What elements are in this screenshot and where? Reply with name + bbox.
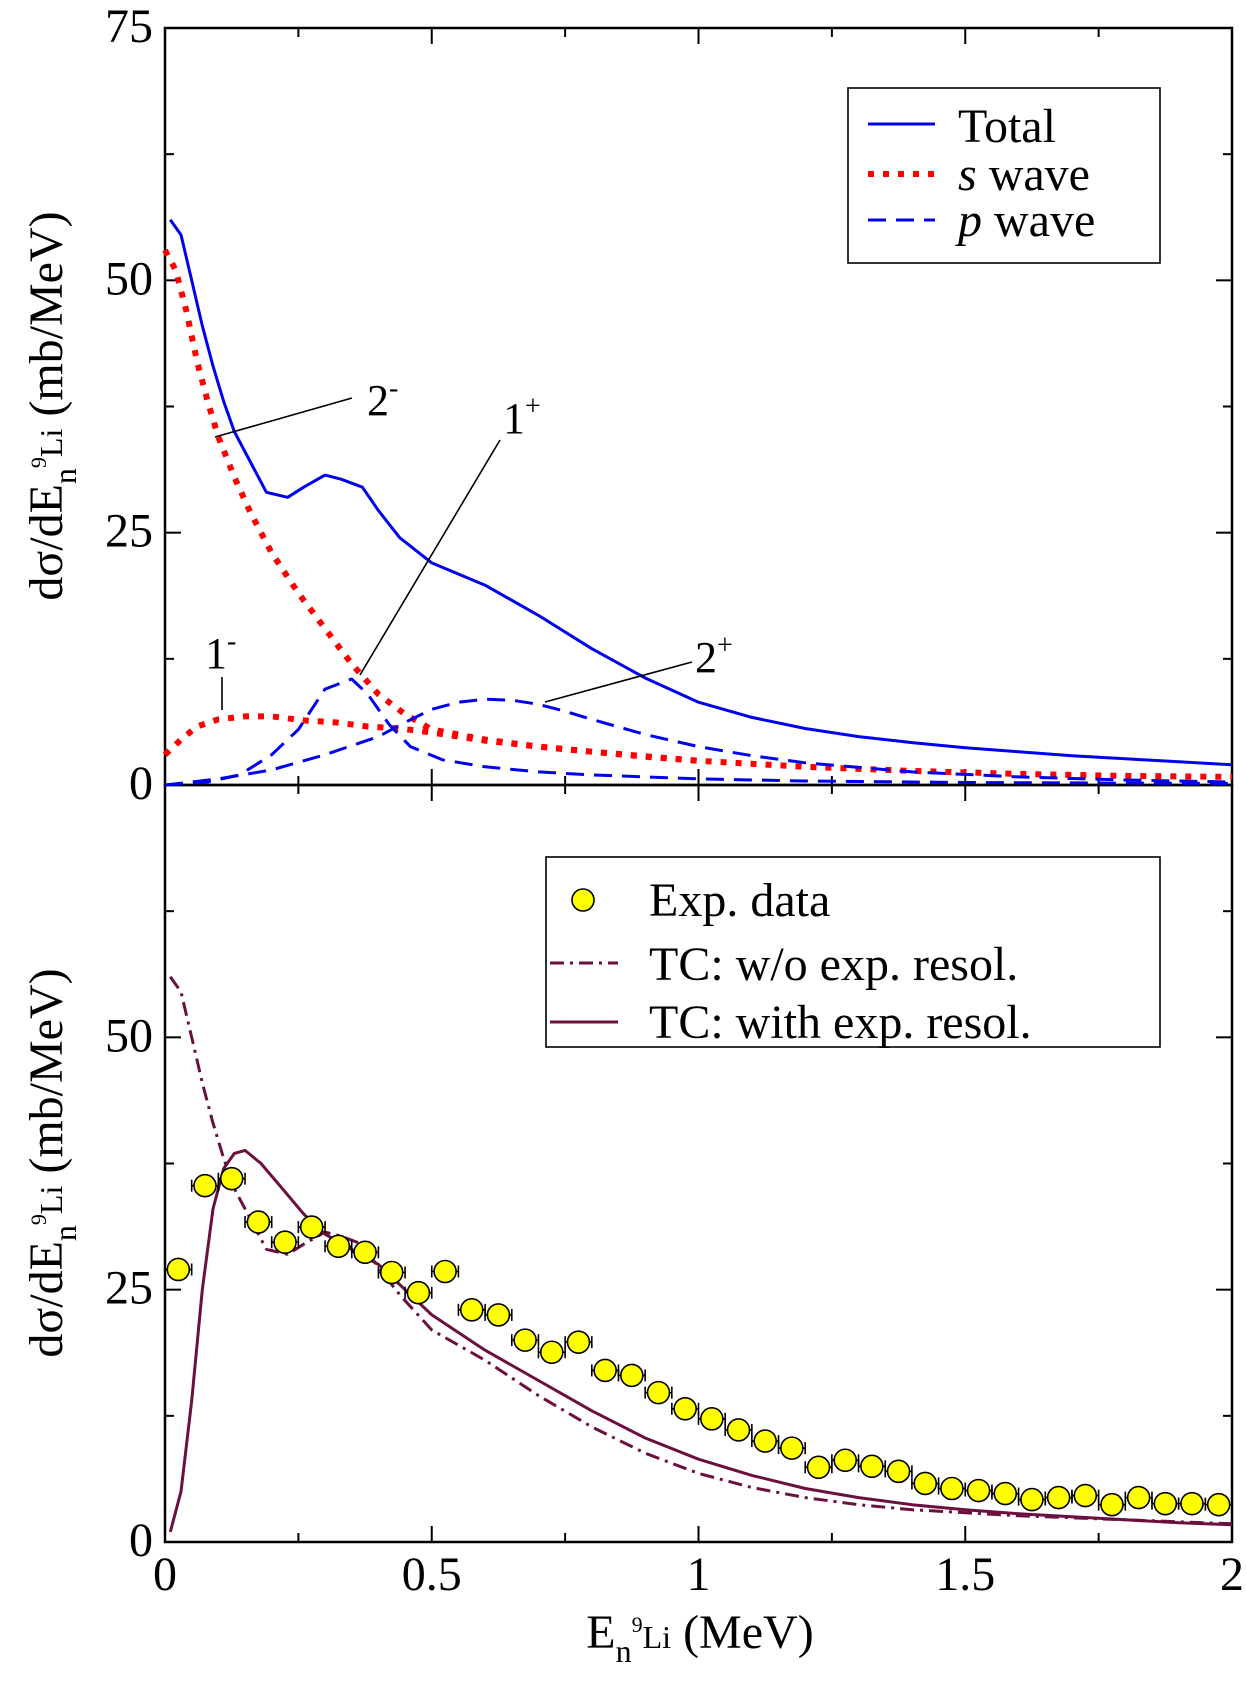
x-tick-label: 1 xyxy=(687,1548,711,1601)
data-point xyxy=(913,1471,938,1496)
data-point xyxy=(646,1380,671,1405)
data-point xyxy=(219,1166,244,1191)
legend-label-s-wave: s wave xyxy=(958,148,1090,201)
legend-label-tc-with: TC: with exp. resol. xyxy=(649,996,1032,1049)
bottom-y-tick-label: 50 xyxy=(105,1009,153,1062)
bottom-legend-box xyxy=(545,856,1161,1048)
x-tick-label: 1.5 xyxy=(935,1548,995,1601)
annotation-2plus: 2+ xyxy=(695,630,733,682)
data-point xyxy=(273,1230,297,1255)
annotation-1minus: 1- xyxy=(205,626,236,678)
top-y-tick-label: 75 xyxy=(105,0,153,53)
data-point xyxy=(166,1257,191,1282)
data-point xyxy=(326,1234,351,1259)
data-point xyxy=(700,1407,724,1431)
data-point xyxy=(459,1298,484,1322)
data-point xyxy=(433,1259,457,1284)
data-point xyxy=(1073,1483,1098,1508)
data-point xyxy=(1020,1487,1044,1512)
x-tick-label: 0 xyxy=(153,1548,177,1601)
legend-label-p-wave: p wave xyxy=(955,194,1095,247)
x-axis-label: En9Li (MeV) xyxy=(586,1606,813,1669)
annotation-2minus: 2- xyxy=(367,373,398,425)
x-tick-label: 0.5 xyxy=(402,1548,462,1601)
data-point xyxy=(1180,1491,1204,1516)
annotations: 2- 1+ 1- 2+ xyxy=(205,373,733,710)
top-y-tick-label: 25 xyxy=(105,505,153,558)
data-point xyxy=(860,1454,884,1479)
top-y-axis-label: dσ/dEn9Li (mb/MeV) xyxy=(20,211,83,600)
top-y-tick-label: 50 xyxy=(105,252,153,305)
data-point xyxy=(1126,1485,1151,1510)
data-point xyxy=(673,1396,697,1421)
data-point xyxy=(940,1476,964,1501)
data-point xyxy=(753,1429,777,1453)
data-point xyxy=(513,1328,537,1352)
data-point xyxy=(566,1330,591,1354)
data-point xyxy=(353,1240,377,1265)
legend-marker-exp-data xyxy=(571,888,595,912)
data-point xyxy=(1046,1485,1071,1510)
annotation-arrow-2minus xyxy=(214,397,353,438)
data-point xyxy=(486,1303,511,1327)
bottom-panel-curves xyxy=(168,975,1233,1533)
legend-label-tc-without: TC: w/o exp. resol. xyxy=(649,938,1018,991)
data-point xyxy=(539,1340,564,1365)
x-tick-label: 2 xyxy=(1220,1548,1244,1601)
data-point xyxy=(299,1215,324,1239)
top-series-line-1 xyxy=(162,248,1233,780)
data-point xyxy=(593,1358,617,1383)
annotation-1plus: 1+ xyxy=(503,391,541,443)
top-y-tick-label: 0 xyxy=(129,757,153,810)
bottom-y-tick-label: 0 xyxy=(129,1514,153,1567)
data-point xyxy=(806,1455,831,1480)
data-point xyxy=(993,1481,1018,1506)
top-legend: Total s wave p wave xyxy=(847,87,1161,264)
data-point xyxy=(1153,1491,1178,1516)
top-series-line-3 xyxy=(164,677,1233,787)
data-point xyxy=(193,1173,217,1198)
ticks xyxy=(164,27,1233,1543)
top-series-line-4 xyxy=(164,697,1233,787)
top-series-line-2 xyxy=(162,713,699,764)
data-point xyxy=(620,1363,644,1388)
bottom-y-axis-label: dσ/dEn9Li (mb/MeV) xyxy=(20,968,83,1357)
data-point xyxy=(406,1280,431,1305)
bottom-y-tick-label: 25 xyxy=(105,1262,153,1315)
top-series-line-0 xyxy=(169,218,1233,767)
data-point xyxy=(966,1478,991,1503)
data-point xyxy=(246,1210,271,1234)
data-point xyxy=(726,1418,751,1442)
legend-label-total: Total xyxy=(958,100,1056,153)
data-point xyxy=(379,1260,404,1285)
bottom-series-line-2 xyxy=(168,1148,1233,1533)
data-point xyxy=(833,1448,858,1473)
bottom-legend: Exp. data TC: w/o exp. resol. TC: with e… xyxy=(545,856,1161,1049)
data-point xyxy=(780,1436,804,1460)
bottom-panel-points xyxy=(164,1166,1233,1517)
data-point xyxy=(1100,1492,1124,1517)
data-point xyxy=(886,1459,911,1484)
data-point xyxy=(1206,1492,1231,1517)
tick-labels: 0 25 50 75 0 25 50 0 0.5 1 1.5 2 xyxy=(105,0,1244,1601)
legend-label-exp-data: Exp. data xyxy=(649,874,830,927)
annotation-arrow-2plus xyxy=(544,661,693,703)
annotation-arrow-1plus xyxy=(359,439,501,676)
top-panel-curves xyxy=(162,218,1233,787)
